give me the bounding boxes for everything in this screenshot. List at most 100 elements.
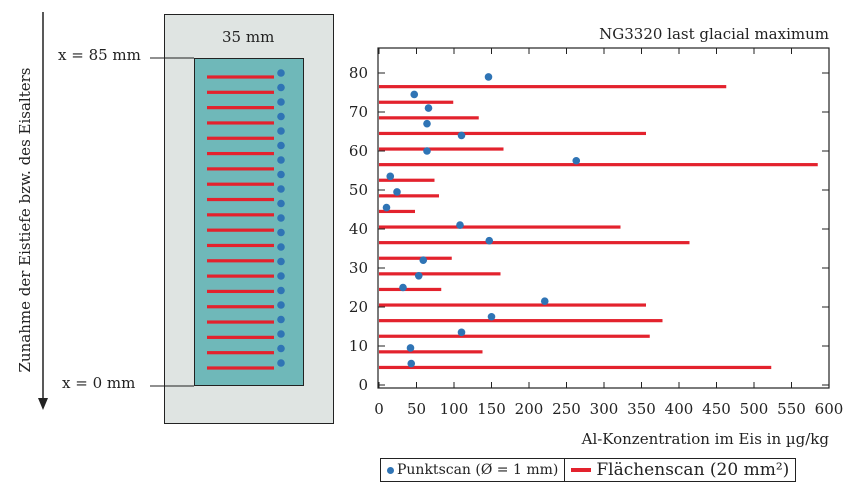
core-point-9 <box>277 228 285 237</box>
core-sample-line-0 <box>207 366 274 370</box>
point-4 <box>540 297 549 305</box>
point-13 <box>572 156 581 165</box>
point-12 <box>386 172 395 181</box>
point-19 <box>484 73 493 81</box>
core-point-14 <box>277 156 285 164</box>
core-point-2 <box>277 330 285 338</box>
point-15 <box>457 131 466 140</box>
core-point-17 <box>277 112 285 121</box>
core-point-11 <box>277 199 285 208</box>
point-11 <box>393 188 401 196</box>
y-tick-label-60: 60 <box>349 142 368 160</box>
y-tick-label-10: 10 <box>349 337 368 355</box>
core-sample-line-14 <box>207 151 274 156</box>
point-0 <box>407 359 416 368</box>
point-16 <box>423 119 431 128</box>
bar-13 <box>379 163 818 167</box>
point-7 <box>419 256 428 265</box>
x-tick-label-250: 250 <box>552 400 581 418</box>
core-point-19 <box>277 83 285 92</box>
core-sample-line-9 <box>207 228 274 232</box>
y-tick-label-0: 0 <box>358 376 368 394</box>
legend-item-area-scan: Flächenscan (20 mm²) <box>564 459 795 481</box>
core-point-3 <box>277 315 285 324</box>
core-sample-line-18 <box>207 90 274 94</box>
x-tick-label-500: 500 <box>740 400 769 418</box>
bar-10 <box>379 209 415 214</box>
bar-11 <box>379 194 439 198</box>
x-tick-label-300: 300 <box>590 400 619 418</box>
x-tick-label-150: 150 <box>477 400 506 418</box>
depth-arrow-icon <box>38 12 48 410</box>
bar-marker-icon <box>571 468 592 472</box>
bar-14 <box>379 147 504 151</box>
point-17 <box>424 104 433 112</box>
bar-17 <box>379 100 454 104</box>
point-10 <box>382 203 391 212</box>
bar-12 <box>379 178 435 182</box>
bar-2 <box>379 334 650 338</box>
core-sample-line-6 <box>207 274 274 278</box>
legend-area-scan-label: Flächenscan (20 mm²) <box>596 460 790 480</box>
point-14 <box>423 147 431 155</box>
x-tick-label-100: 100 <box>440 400 469 418</box>
ice-core-sample <box>194 58 304 386</box>
bar-5 <box>379 287 442 292</box>
core-sample-line-7 <box>207 259 274 263</box>
core-point-8 <box>277 243 285 251</box>
point-6 <box>414 272 423 280</box>
core-sample-line-8 <box>207 243 274 248</box>
x-tick-label-350: 350 <box>627 400 656 418</box>
bar-3 <box>379 319 663 323</box>
y-tick-label-70: 70 <box>349 103 368 121</box>
core-sample-line-10 <box>207 213 274 217</box>
bar-0 <box>379 365 772 370</box>
core-point-15 <box>277 141 285 150</box>
bar-15 <box>379 131 646 136</box>
core-sample-line-12 <box>207 182 274 186</box>
core-sample-line-13 <box>207 167 274 171</box>
top-depth-label: x = 85 mm <box>58 46 141 64</box>
point-8 <box>485 236 494 245</box>
y-tick-label-80: 80 <box>349 64 368 82</box>
core-sample-line-19 <box>207 75 274 79</box>
core-sample-line-5 <box>207 289 274 294</box>
core-sample-line-2 <box>207 335 274 339</box>
core-width-label: 35 mm <box>222 28 275 46</box>
point-18 <box>410 90 419 99</box>
x-tick-label-0: 0 <box>374 400 384 418</box>
core-point-20 <box>277 69 285 77</box>
core-point-1 <box>277 344 285 353</box>
bar-9 <box>379 225 621 229</box>
x-tick-label-200: 200 <box>515 400 544 418</box>
x-tick-label-550: 550 <box>777 400 806 418</box>
point-2 <box>457 328 466 337</box>
core-sample-line-4 <box>207 305 274 309</box>
bar-4 <box>379 303 646 307</box>
core-point-18 <box>277 98 285 106</box>
y-tick-label-30: 30 <box>349 259 368 277</box>
core-sample-line-11 <box>207 197 274 202</box>
core-point-5 <box>277 286 285 295</box>
chart-title: NG3320 last glacial maximum <box>599 25 829 43</box>
y-tick-label-50: 50 <box>349 181 368 199</box>
bar-7 <box>379 256 452 260</box>
core-sample-line-17 <box>207 106 274 110</box>
legend: Punktscan (Ø = 1 mm) Flächenscan (20 mm²… <box>380 458 797 482</box>
core-sample-line-16 <box>207 121 274 125</box>
bar-6 <box>379 272 501 276</box>
x-tick-label-600: 600 <box>815 400 843 418</box>
core-point-10 <box>277 214 285 222</box>
bottom-depth-label: x = 0 mm <box>62 374 136 392</box>
core-point-16 <box>277 127 285 135</box>
x-tick-label-450: 450 <box>702 400 731 418</box>
x-tick-label-50: 50 <box>407 400 426 418</box>
bar-16 <box>379 116 479 120</box>
point-3 <box>487 312 496 321</box>
y-tick-label-20: 20 <box>349 298 368 316</box>
core-point-7 <box>277 257 285 266</box>
bar-8 <box>379 241 690 245</box>
core-sample-line-3 <box>207 320 274 324</box>
